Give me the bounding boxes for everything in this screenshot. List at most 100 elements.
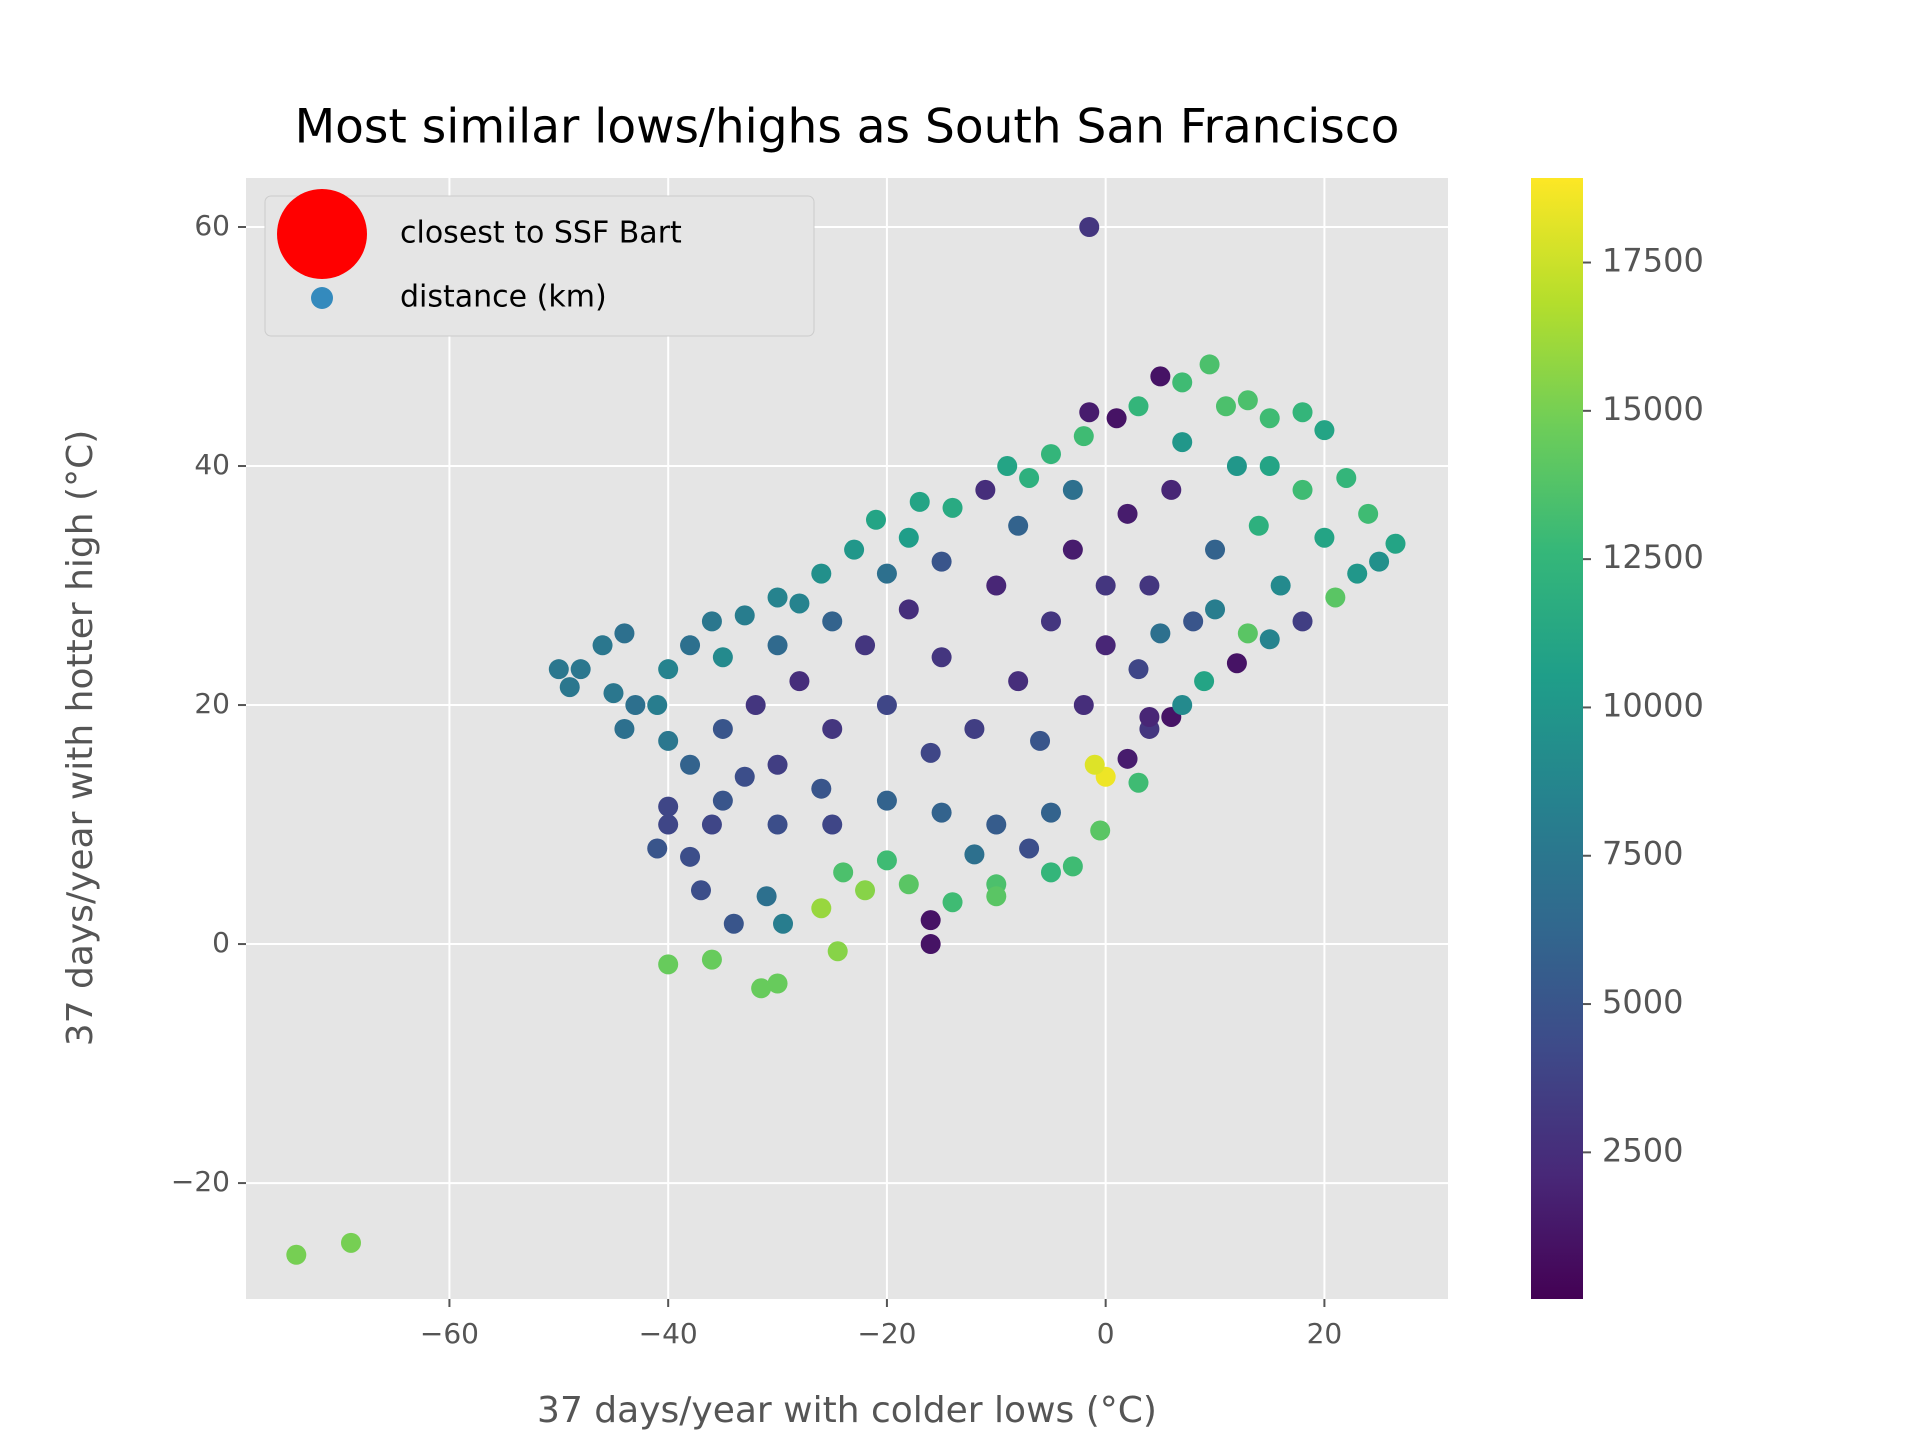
plot-area — [246, 178, 1448, 1299]
point — [603, 683, 624, 704]
point — [1019, 467, 1040, 488]
point — [811, 563, 832, 584]
point — [680, 846, 701, 867]
point — [865, 509, 886, 530]
point — [1128, 396, 1149, 417]
point — [876, 790, 897, 811]
y-tick-label: 0 — [212, 926, 230, 959]
legend-label: closest to SSF Bart — [400, 216, 682, 251]
point — [1062, 856, 1083, 877]
point — [1030, 730, 1051, 751]
point — [1019, 838, 1040, 859]
point — [1161, 479, 1182, 500]
point — [712, 647, 733, 668]
y-tick-label: −20 — [171, 1165, 230, 1198]
point — [1128, 659, 1149, 680]
point — [1062, 539, 1083, 560]
point — [1106, 408, 1127, 429]
point — [964, 718, 985, 739]
point — [701, 611, 722, 632]
point — [767, 814, 788, 835]
point — [1194, 671, 1215, 692]
point — [767, 635, 788, 656]
point — [833, 862, 854, 883]
legend-box — [264, 195, 815, 337]
point — [1314, 527, 1335, 548]
point — [773, 913, 794, 934]
point — [1205, 599, 1226, 620]
point — [1183, 611, 1204, 632]
point — [1128, 772, 1149, 793]
point — [942, 892, 963, 913]
point — [1259, 456, 1280, 477]
chart-title: Most similar lows/highs as South San Fra… — [295, 100, 1400, 155]
point — [1347, 563, 1368, 584]
point — [734, 605, 755, 626]
point — [1079, 402, 1100, 423]
point — [690, 880, 711, 901]
x-tick-label: −40 — [639, 1317, 698, 1350]
point — [1117, 748, 1138, 769]
colorbar-tick-label: 5000 — [1602, 983, 1683, 1021]
point — [767, 973, 788, 994]
grid — [246, 178, 1448, 1299]
point — [1040, 611, 1061, 632]
point — [1139, 706, 1160, 727]
point — [548, 659, 569, 680]
point — [658, 659, 679, 680]
point — [931, 551, 952, 572]
point — [1172, 432, 1193, 453]
point — [1226, 456, 1247, 477]
point — [986, 886, 1007, 907]
legend: closest to SSF Bart distance (km) — [264, 189, 815, 337]
point — [1008, 671, 1029, 692]
point — [625, 695, 646, 716]
point — [876, 695, 897, 716]
y-tick-label: 60 — [194, 209, 230, 242]
point — [931, 647, 952, 668]
point — [1336, 467, 1357, 488]
point — [1084, 754, 1105, 775]
point — [647, 695, 668, 716]
point — [1237, 623, 1258, 644]
point — [1259, 408, 1280, 429]
point — [1073, 426, 1094, 447]
colorbar — [1531, 178, 1583, 1299]
point — [723, 913, 744, 934]
colorbar-tick-label: 12500 — [1602, 538, 1704, 576]
point — [286, 1244, 307, 1265]
legend-label: distance (km) — [400, 280, 607, 315]
point — [1259, 629, 1280, 650]
point — [592, 635, 613, 656]
point — [898, 527, 919, 548]
point — [712, 718, 733, 739]
point — [570, 659, 591, 680]
point — [1314, 420, 1335, 441]
point — [997, 456, 1018, 477]
point — [1040, 862, 1061, 883]
point — [920, 742, 941, 763]
point — [647, 838, 668, 859]
point — [855, 880, 876, 901]
colorbar-tick-label: 2500 — [1602, 1131, 1683, 1169]
point — [1172, 695, 1193, 716]
point — [920, 910, 941, 931]
point — [745, 695, 766, 716]
legend-marker — [277, 189, 367, 279]
point — [975, 479, 996, 500]
x-tick-label: 0 — [1097, 1317, 1115, 1350]
point — [789, 593, 810, 614]
point — [822, 718, 843, 739]
colorbar-tick-label: 7500 — [1602, 835, 1683, 873]
point — [767, 754, 788, 775]
point — [658, 796, 679, 817]
legend-marker — [311, 287, 333, 309]
point — [1095, 575, 1116, 596]
point — [1062, 479, 1083, 500]
point — [898, 599, 919, 620]
point — [1172, 372, 1193, 393]
point — [876, 850, 897, 871]
point — [1139, 575, 1160, 596]
point — [1008, 515, 1029, 536]
